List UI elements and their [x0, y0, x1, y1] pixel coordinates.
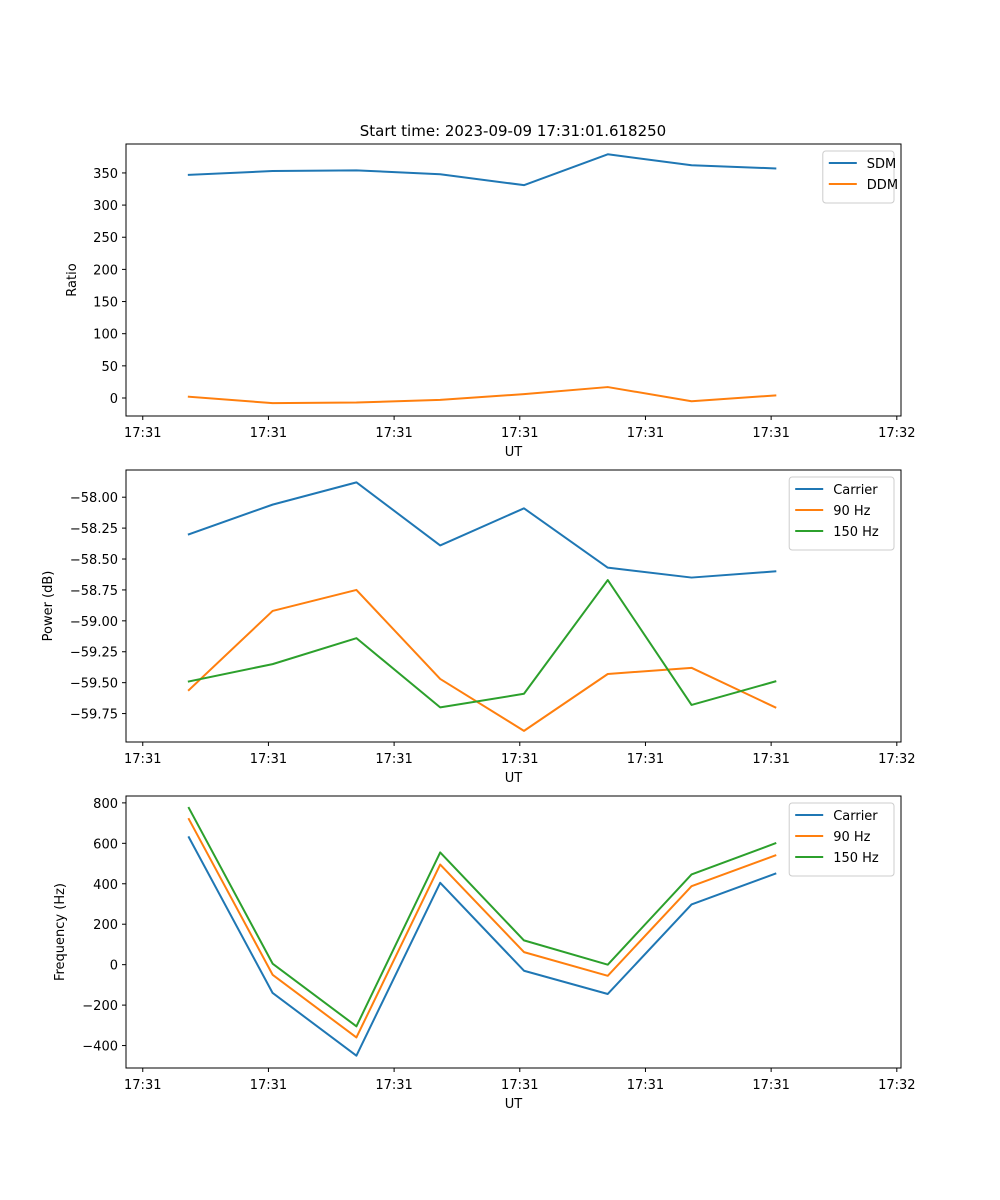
y-tick-label: −58.75	[70, 584, 118, 599]
series-line-carrier	[187, 481, 777, 579]
x-tick-label: 17:31	[124, 1078, 161, 1093]
x-tick-label: 17:31	[752, 426, 789, 441]
y-tick-label: 0	[110, 959, 118, 974]
legend: Carrier 90 Hz 150 Hz	[788, 476, 895, 551]
y-tick-label: −58.00	[70, 491, 118, 506]
series-line-150-hz	[187, 806, 777, 1028]
series-line-sdm	[187, 153, 777, 187]
series-line-carrier	[187, 835, 777, 1057]
x-tick-label: 17:31	[627, 1078, 664, 1093]
y-tick-label: −59.50	[70, 677, 118, 692]
y-tick-label: 100	[93, 328, 118, 343]
y-tick-label: −58.25	[70, 522, 118, 537]
y-tick-label: 250	[93, 231, 118, 246]
x-tick-label: 17:31	[501, 426, 538, 441]
y-tick-label: −59.75	[70, 708, 118, 723]
y-tick-label: −200	[82, 999, 118, 1014]
y-tick-label: 400	[93, 878, 118, 893]
x-tick-label: 17:31	[375, 752, 412, 767]
legend-label: SDM	[867, 157, 896, 172]
subplot-3: 17:31 17:31 17:31 17:31 17:31 17:31 17:32 −400 −…	[53, 795, 916, 1112]
x-tick-label: 17:31	[627, 752, 664, 767]
y-tick-label: 600	[93, 837, 118, 852]
x-tick-label: 17:31	[124, 426, 161, 441]
y-tick-label: 200	[93, 263, 118, 278]
x-tick-label: 17:32	[878, 426, 915, 441]
y-tick-label: 300	[93, 199, 118, 214]
legend: Carrier 90 Hz 150 Hz	[788, 802, 895, 877]
x-axis-label: UT	[505, 1097, 523, 1112]
series-line-150-hz	[187, 579, 777, 709]
y-tick-label: 50	[101, 360, 118, 375]
x-tick-label: 17:31	[501, 752, 538, 767]
y-tick-label: 0	[110, 392, 118, 407]
subplot-2: 17:31 17:31 17:31 17:31 17:31 17:31 17:32 −59.7…	[41, 469, 916, 786]
x-tick-label: 17:31	[627, 426, 664, 441]
legend: SDM DDM	[822, 150, 898, 204]
y-tick-label: 800	[93, 797, 118, 812]
y-tick-label: −59.00	[70, 615, 118, 630]
x-tick-label: 17:31	[124, 752, 161, 767]
y-tick-label: −59.25	[70, 646, 118, 661]
x-tick-label: 17:32	[878, 752, 915, 767]
axes-frame	[125, 795, 902, 1069]
subplot-1: 17:31 17:31 17:31 17:31 17:31 17:31 17:32 0 50 10…	[65, 143, 916, 460]
legend-label: DDM	[867, 178, 898, 193]
legend-label: Carrier	[833, 483, 878, 498]
series-line-ddm	[187, 386, 777, 405]
x-tick-label: 17:31	[501, 1078, 538, 1093]
series-line-90-hz	[187, 817, 777, 1039]
y-tick-label: 350	[93, 167, 118, 182]
y-axis-label: Power (dB)	[41, 571, 56, 642]
x-tick-label: 17:31	[375, 1078, 412, 1093]
figure-title: Start time: 2023-09-09 17:31:01.618250	[360, 122, 666, 140]
y-axis-label: Ratio	[65, 263, 80, 296]
x-tick-label: 17:31	[375, 426, 412, 441]
x-tick-label: 17:31	[250, 1078, 287, 1093]
x-axis-label: UT	[505, 445, 523, 460]
x-tick-label: 17:31	[250, 426, 287, 441]
legend-label: 90 Hz	[833, 830, 870, 845]
y-tick-label: 150	[93, 296, 118, 311]
legend-label: 150 Hz	[833, 851, 879, 866]
y-tick-label: 200	[93, 918, 118, 933]
y-axis-label: Frequency (Hz)	[53, 883, 68, 981]
legend-label: 90 Hz	[833, 504, 870, 519]
plots-container: 17:31 17:31 17:31 17:31 17:31 17:31 17:32 0 50 10…	[41, 143, 916, 1112]
x-tick-label: 17:31	[250, 752, 287, 767]
x-tick-label: 17:31	[752, 1078, 789, 1093]
legend-label: 150 Hz	[833, 525, 879, 540]
axes-frame	[125, 143, 902, 417]
x-axis-label: UT	[505, 771, 523, 786]
y-tick-label: −400	[82, 1040, 118, 1055]
axes-frame	[125, 469, 902, 743]
legend-label: Carrier	[833, 809, 878, 824]
series-line-90-hz	[187, 588, 777, 732]
x-tick-label: 17:31	[752, 752, 789, 767]
y-tick-label: −58.50	[70, 553, 118, 568]
x-tick-label: 17:32	[878, 1078, 915, 1093]
